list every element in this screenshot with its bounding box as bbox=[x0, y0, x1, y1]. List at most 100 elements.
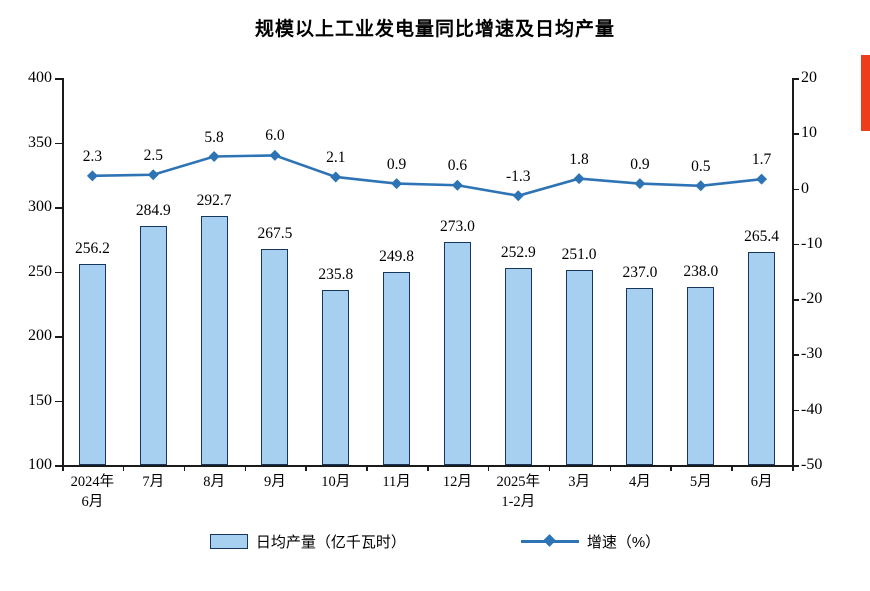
right-axis-tick-label: -30 bbox=[801, 345, 823, 363]
x-axis-tick-mark bbox=[792, 465, 794, 471]
x-axis-tick-mark bbox=[244, 465, 246, 471]
x-axis-category-label: 2024年 6月 bbox=[70, 474, 115, 510]
left-axis-tick-label: 200 bbox=[28, 327, 52, 344]
legend-item-growth: 增速（%） bbox=[520, 531, 661, 552]
x-axis-tick-mark bbox=[183, 465, 186, 471]
right-axis-tick-label: -10 bbox=[801, 234, 823, 252]
right-axis-tick-mark bbox=[792, 465, 799, 467]
diamond-marker-icon bbox=[269, 149, 281, 161]
left-axis-tick-mark bbox=[55, 207, 62, 209]
bar-value-label: 237.0 bbox=[622, 264, 658, 282]
x-axis-category-label: 9月 bbox=[264, 474, 286, 490]
left-axis-tick-mark bbox=[55, 271, 62, 273]
x-axis-tick-mark bbox=[731, 465, 733, 471]
diamond-marker-icon bbox=[330, 171, 342, 183]
line-value-label: 0.5 bbox=[691, 157, 711, 175]
bar-value-label: 238.0 bbox=[683, 262, 719, 280]
left-axis-tick-label: 350 bbox=[28, 133, 52, 151]
right-axis-tick-mark bbox=[792, 243, 799, 246]
left-axis-tick-label: 150 bbox=[28, 391, 52, 409]
line-value-label: 5.8 bbox=[204, 128, 224, 146]
right-axis-tick-label: 10 bbox=[801, 124, 817, 142]
x-axis-category-label: 12月 bbox=[442, 474, 472, 490]
line-value-label: 6.0 bbox=[265, 127, 285, 145]
left-axis-tick-mark bbox=[55, 400, 62, 402]
left-axis-line bbox=[62, 78, 64, 465]
legend-label-daily-output: 日均产量（亿千瓦时） bbox=[255, 533, 406, 551]
bar bbox=[78, 263, 106, 465]
line-swatch-icon bbox=[520, 533, 579, 549]
bar-value-label: 256.2 bbox=[74, 239, 110, 257]
diamond-marker-icon bbox=[695, 180, 707, 192]
bar bbox=[687, 286, 715, 465]
bar bbox=[322, 289, 350, 465]
x-axis-category-label: 10月 bbox=[321, 474, 351, 490]
x-axis-category-label: 8月 bbox=[203, 474, 225, 490]
x-axis-tick-mark bbox=[487, 465, 490, 471]
bar-value-label: 251.0 bbox=[561, 246, 597, 264]
left-axis-tick-mark bbox=[55, 142, 62, 144]
left-axis-tick-label: 100 bbox=[28, 456, 52, 473]
line-value-label: 2.1 bbox=[326, 148, 346, 166]
x-axis-category-label: 3月 bbox=[568, 474, 590, 490]
right-axis-tick-mark bbox=[792, 78, 799, 80]
bar bbox=[504, 267, 532, 465]
x-axis-category-label: 11月 bbox=[382, 474, 411, 490]
line-value-label: 0.9 bbox=[386, 155, 407, 173]
bar-value-label: 249.8 bbox=[379, 247, 415, 265]
line-value-label: 1.7 bbox=[751, 151, 772, 169]
left-axis-tick-label: 250 bbox=[28, 262, 52, 280]
right-edge-artifact bbox=[861, 55, 870, 131]
x-axis-tick-mark bbox=[122, 465, 125, 471]
right-axis-tick-label: 20 bbox=[801, 69, 817, 86]
x-axis-category-label: 2025年 1-2月 bbox=[496, 474, 541, 510]
right-axis-tick-label: -20 bbox=[801, 290, 823, 308]
bar-value-label: 267.5 bbox=[257, 224, 293, 242]
bar bbox=[626, 288, 654, 465]
diamond-marker-icon bbox=[512, 190, 524, 202]
bar bbox=[139, 226, 167, 465]
bar-value-label: 252.9 bbox=[500, 243, 536, 261]
bar bbox=[443, 241, 471, 465]
x-axis-tick-mark bbox=[548, 465, 551, 471]
x-axis-tick-mark bbox=[609, 465, 611, 471]
x-axis-category-label: 6月 bbox=[750, 474, 773, 490]
x-axis-category-label: 4月 bbox=[629, 474, 651, 490]
left-axis-tick-mark bbox=[55, 465, 62, 467]
legend-item-daily-output: 日均产量（亿千瓦时） bbox=[209, 531, 406, 552]
legend-label-growth: 增速（%） bbox=[586, 533, 661, 551]
left-axis-tick-label: 300 bbox=[28, 198, 52, 215]
x-axis-tick-mark bbox=[670, 465, 672, 471]
bar-value-label: 273.0 bbox=[439, 217, 475, 235]
diamond-marker-icon bbox=[756, 173, 768, 185]
diamond-marker-icon bbox=[451, 179, 463, 191]
right-axis-tick-mark bbox=[792, 299, 799, 301]
chart-title: 规模以上工业发电量同比增速及日均产量 bbox=[254, 19, 615, 40]
bar bbox=[565, 270, 593, 465]
line-value-label: 1.8 bbox=[569, 150, 589, 168]
left-axis-tick-label: 400 bbox=[28, 69, 52, 86]
diamond-marker-icon bbox=[86, 170, 98, 182]
diamond-marker-icon bbox=[208, 151, 220, 163]
diamond-marker-icon bbox=[147, 169, 159, 181]
right-axis-tick-mark bbox=[792, 133, 799, 135]
line-value-label: 0.9 bbox=[630, 155, 650, 173]
left-axis-tick-mark bbox=[55, 78, 62, 80]
line-value-label: 2.5 bbox=[143, 146, 163, 164]
bar-value-label: 284.9 bbox=[135, 202, 171, 220]
right-axis-tick-mark bbox=[792, 188, 799, 191]
x-axis-tick-mark bbox=[366, 465, 368, 471]
bar-value-label: 235.8 bbox=[318, 265, 354, 283]
right-axis-tick-mark bbox=[792, 409, 799, 412]
left-axis-tick-mark bbox=[55, 336, 62, 338]
right-axis-tick-label: 0 bbox=[801, 179, 809, 197]
diamond-marker-icon bbox=[573, 173, 585, 185]
diamond-marker-icon bbox=[542, 534, 556, 547]
bar-value-label: 292.7 bbox=[196, 192, 232, 210]
right-axis-tick-label: -50 bbox=[801, 456, 823, 473]
x-axis-category-label: 5月 bbox=[689, 474, 712, 490]
right-axis-tick-label: -40 bbox=[801, 400, 823, 418]
right-axis-line bbox=[792, 78, 794, 465]
diamond-marker-icon bbox=[391, 178, 403, 190]
